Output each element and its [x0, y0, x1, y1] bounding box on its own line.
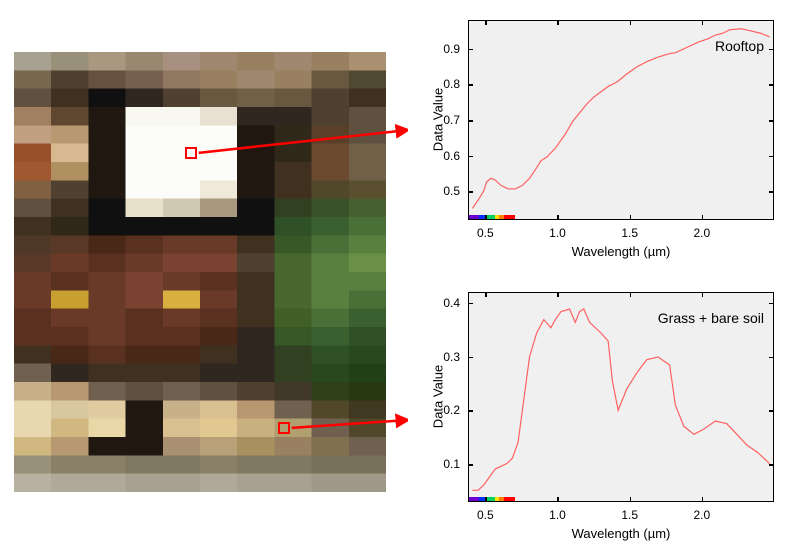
spectrum-band	[504, 497, 516, 501]
ytick-label: 0.7	[430, 113, 460, 127]
xlabel-bottom: Wavelength (µm)	[468, 526, 774, 541]
xtick-label: 2.0	[687, 226, 717, 240]
ylabel-bottom: Data Value	[431, 357, 446, 437]
ytick-label: 0.5	[430, 184, 460, 198]
xtick-label: 1.5	[615, 226, 645, 240]
xtick-label: 1.0	[542, 226, 572, 240]
ytick-label: 0.1	[430, 457, 460, 471]
spectrum-band	[469, 215, 479, 219]
spectrum-band	[469, 497, 479, 501]
chart-rooftop: Data Value Wavelength (µm) Rooftop 0.50.…	[408, 8, 792, 268]
xtick-label: 0.5	[470, 508, 500, 522]
spectrum-band	[504, 215, 516, 219]
annotation-top: Rooftop	[715, 38, 764, 54]
xtick-label: 2.0	[687, 508, 717, 522]
chart-grass-soil: Data Value Wavelength (µm) Grass + bare …	[408, 280, 792, 550]
ytick-label: 0.9	[430, 42, 460, 56]
xtick-label: 1.0	[542, 508, 572, 522]
annotation-bottom: Grass + bare soil	[658, 310, 764, 326]
ytick-label: 0.6	[430, 149, 460, 163]
xtick-label: 1.5	[615, 508, 645, 522]
ytick-label: 0.3	[430, 350, 460, 364]
ytick-label: 0.4	[430, 296, 460, 310]
xlabel-top: Wavelength (µm)	[468, 244, 774, 259]
ytick-label: 0.8	[430, 77, 460, 91]
xtick-label: 0.5	[470, 226, 500, 240]
ytick-label: 0.2	[430, 403, 460, 417]
